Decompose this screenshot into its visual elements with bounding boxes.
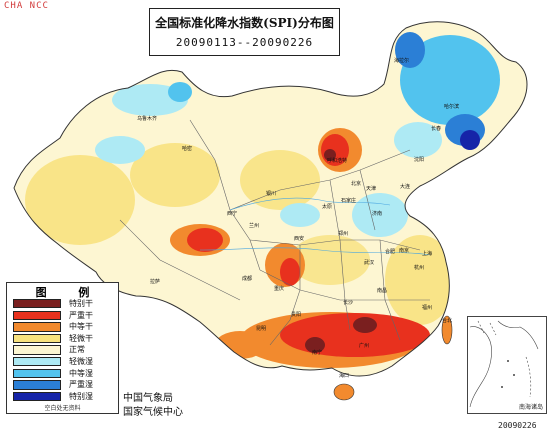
- city-label: 西安: [294, 236, 305, 242]
- legend-item: 严重湿: [7, 379, 118, 391]
- city-label: 乌鲁木齐: [137, 116, 158, 122]
- city-label: 台北: [442, 318, 453, 324]
- inset-map-graphic: [469, 320, 539, 408]
- legend-swatch: [13, 333, 61, 344]
- date-code: 20090226: [498, 421, 537, 430]
- taiwan-island: [441, 315, 453, 345]
- legend-swatch: [13, 391, 61, 402]
- map-period: 20090113--20090226: [175, 36, 314, 49]
- city-label: 昆明: [256, 326, 267, 332]
- corner-label: CHA NCC: [4, 1, 49, 11]
- legend-label: 轻微湿: [69, 356, 93, 366]
- legend: 图 例 特别干严重干中等干 轻微干正常 轻微湿中等湿严重湿 特别湿 空白处无资料: [6, 282, 119, 414]
- city-label: 济南: [372, 211, 383, 217]
- city-label: 海拉尔: [394, 58, 410, 64]
- city-label: 重庆: [274, 286, 285, 292]
- city-label: 呼和浩特: [327, 158, 348, 164]
- city-label: 贵阳: [291, 312, 302, 318]
- legend-rows: 特别干严重干中等干 轻微干正常 轻微湿中等湿严重湿 特别湿: [7, 298, 118, 402]
- legend-item: 轻微干: [7, 333, 118, 345]
- city-label: 天津: [366, 186, 377, 192]
- province-borders: [119, 119, 430, 346]
- city-label: 广州: [359, 343, 370, 349]
- yangtze-river: [199, 247, 431, 256]
- legend-item: 正常: [7, 344, 118, 356]
- map-title: 全国标准化降水指数(SPI)分布图: [155, 16, 334, 30]
- city-label: 南宁: [312, 350, 323, 356]
- city-label: 石家庄: [341, 198, 357, 204]
- legend-label: 特别干: [69, 299, 93, 308]
- legend-label: 正常: [69, 345, 85, 355]
- spi-color-fill: [25, 32, 500, 368]
- city-label: 杭州: [414, 265, 425, 271]
- city-label: 成都: [242, 276, 253, 282]
- china-outline: [13, 21, 528, 377]
- city-label: 长春: [431, 126, 442, 132]
- yellow-river: [229, 197, 391, 211]
- legend-item: 严重干: [7, 310, 118, 322]
- legend-swatch: [13, 368, 61, 378]
- city-label: 银川: [266, 191, 277, 197]
- city-label: 哈密: [182, 146, 193, 152]
- city-label: 太原: [322, 204, 333, 210]
- city-label: 西宁: [227, 211, 238, 217]
- hainan-island: [333, 383, 355, 401]
- city-label: 北京: [351, 181, 362, 187]
- legend-swatch: [13, 356, 61, 367]
- legend-footnote: 空白处无资料: [44, 405, 81, 412]
- city-label: 合肥: [385, 249, 396, 255]
- city-label: 福州: [422, 305, 433, 311]
- legend-title: 图 例: [35, 286, 104, 299]
- city-label: 海口: [339, 373, 350, 379]
- city-label: 拉萨: [150, 279, 161, 285]
- city-label: 郑州: [338, 231, 349, 237]
- legend-item: 轻微湿: [7, 356, 118, 368]
- city-label: 大连: [400, 184, 411, 190]
- city-label: 沈阳: [414, 157, 425, 163]
- legend-item: 中等干: [7, 321, 118, 333]
- legend-swatch: [13, 345, 61, 355]
- legend-label: 中等湿: [69, 368, 93, 378]
- city-label: 兰州: [249, 223, 260, 229]
- city-label: 哈尔滨: [444, 104, 460, 110]
- legend-label: 特别湿: [69, 391, 93, 401]
- legend-swatch: [13, 310, 61, 320]
- legend-swatch: [13, 322, 61, 332]
- city-label: 上海: [422, 251, 433, 257]
- legend-label: 严重湿: [69, 380, 93, 390]
- legend-item: 特别湿: [7, 391, 118, 403]
- legend-swatch: [13, 299, 61, 309]
- city-label: 南京: [399, 248, 410, 254]
- title-box: 全国标准化降水指数(SPI)分布图 20090113--20090226: [149, 8, 340, 56]
- legend-item: 中等湿: [7, 368, 118, 380]
- city-label: 长沙: [343, 300, 354, 306]
- city-label: 南昌: [377, 288, 388, 294]
- city-label: 武汉: [364, 260, 375, 266]
- agency-ncc: 国家气候中心: [123, 407, 183, 418]
- agency-cma: 中国气象局: [123, 393, 173, 404]
- south-china-sea-inset: 南海诸岛: [467, 316, 547, 414]
- legend-label: 严重干: [69, 310, 93, 320]
- inset-label: 南海诸岛: [518, 404, 543, 411]
- legend-item: 特别干: [7, 298, 118, 310]
- legend-label: 中等干: [69, 322, 93, 332]
- legend-swatch: [13, 380, 61, 390]
- legend-label: 轻微干: [69, 333, 93, 343]
